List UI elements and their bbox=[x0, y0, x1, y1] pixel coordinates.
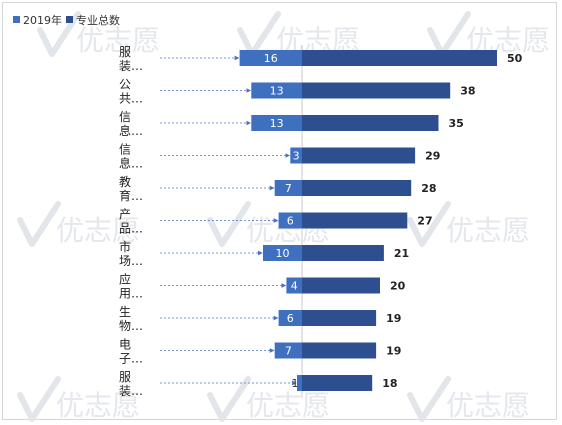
bar-total bbox=[302, 212, 408, 229]
category-label: 电子… bbox=[119, 338, 143, 366]
data-label-2019: 6 bbox=[287, 312, 294, 325]
legend-swatch-2019 bbox=[13, 16, 20, 23]
watermark-text: 优志愿 bbox=[246, 389, 330, 422]
data-label-2019: 3 bbox=[293, 150, 300, 163]
data-label-total: 27 bbox=[417, 215, 432, 228]
data-label-total: 21 bbox=[394, 247, 409, 260]
data-label-total: 18 bbox=[382, 377, 397, 390]
watermark-text: 优志愿 bbox=[446, 214, 530, 247]
category-label: 公共… bbox=[119, 78, 143, 106]
data-label-2019: 7 bbox=[285, 345, 292, 358]
chart-row: 信息… 13 35 bbox=[119, 110, 464, 138]
category-label: 信息… bbox=[119, 110, 143, 138]
data-label-total: 19 bbox=[386, 345, 401, 358]
data-label-2019: 1 bbox=[292, 377, 299, 390]
bar-total bbox=[302, 310, 377, 326]
bar-2019 bbox=[274, 342, 302, 359]
category-label: 服装… bbox=[119, 45, 143, 73]
category-label: 市场… bbox=[119, 239, 143, 268]
data-label-2019: 16 bbox=[264, 52, 278, 65]
data-label-total: 19 bbox=[386, 312, 401, 325]
data-label-total: 20 bbox=[390, 280, 406, 293]
category-label: 生物… bbox=[119, 305, 143, 333]
category-label: 服装… bbox=[119, 370, 143, 398]
watermark-text: 优志愿 bbox=[76, 24, 160, 57]
bar-total bbox=[302, 82, 451, 99]
bar-total bbox=[302, 115, 439, 131]
category-label: 产品… bbox=[119, 208, 143, 236]
data-label-2019: 7 bbox=[285, 182, 292, 195]
legend-label-total: 专业总数 bbox=[76, 13, 120, 27]
data-label-2019: 13 bbox=[270, 85, 284, 98]
legend: 2019年 专业总数 bbox=[13, 13, 120, 27]
watermark: 优志愿 bbox=[207, 376, 330, 422]
category-label: 教育… bbox=[119, 174, 143, 203]
chart-row: 市场… 10 21 bbox=[119, 239, 409, 268]
data-label-2019: 4 bbox=[291, 280, 298, 293]
watermark: 优志愿 bbox=[17, 376, 140, 422]
bar-2019 bbox=[278, 212, 302, 229]
legend-label-2019: 2019年 bbox=[23, 13, 62, 27]
data-label-total: 29 bbox=[425, 150, 440, 163]
bar-total bbox=[302, 342, 377, 359]
watermark: 优志愿 bbox=[17, 201, 140, 247]
bar-total bbox=[302, 277, 380, 294]
data-label-total: 28 bbox=[421, 182, 436, 195]
watermark: 优志愿 bbox=[407, 376, 530, 422]
bar-2019 bbox=[278, 310, 302, 326]
watermark-text: 优志愿 bbox=[56, 214, 140, 247]
legend-swatch-total bbox=[66, 16, 73, 23]
chart-row: 教育… 7 28 bbox=[119, 174, 437, 203]
chart-row: 公共… 13 38 bbox=[119, 78, 476, 106]
category-label: 信息… bbox=[119, 143, 143, 171]
watermark-text: 优志愿 bbox=[446, 389, 530, 422]
bar-2019 bbox=[297, 375, 302, 391]
chart-row: 生物… 6 19 bbox=[119, 305, 401, 333]
bar-total bbox=[302, 147, 416, 164]
bar-2019 bbox=[290, 147, 302, 164]
watermark: 优志愿 bbox=[407, 201, 530, 247]
data-label-2019: 10 bbox=[276, 247, 290, 260]
bar-2019 bbox=[251, 82, 302, 99]
chart-row: 服装… 1 18 bbox=[119, 370, 398, 398]
bar-total bbox=[302, 180, 412, 196]
bar-2019 bbox=[274, 180, 302, 196]
bar-total bbox=[302, 375, 373, 391]
data-label-2019: 13 bbox=[270, 117, 284, 130]
watermark: 优志愿 bbox=[37, 11, 160, 57]
bar-2019 bbox=[239, 50, 302, 66]
bar-2019 bbox=[286, 277, 302, 294]
chart-row: 应用… 4 20 bbox=[119, 272, 406, 301]
data-label-total: 35 bbox=[449, 117, 464, 130]
data-label-2019: 6 bbox=[287, 215, 294, 228]
bar-2019 bbox=[263, 245, 302, 261]
chart-row: 产品… 6 27 bbox=[119, 208, 433, 236]
chart-row: 电子… 7 19 bbox=[119, 338, 401, 366]
data-label-total: 50 bbox=[507, 52, 523, 65]
chart-row: 服装… 16 50 bbox=[119, 45, 523, 73]
category-label: 应用… bbox=[119, 272, 143, 301]
chart-row: 信息… 3 29 bbox=[119, 143, 440, 171]
watermark-text: 优志愿 bbox=[56, 389, 140, 422]
bar-total bbox=[302, 50, 497, 66]
data-label-total: 38 bbox=[460, 85, 475, 98]
bar-total bbox=[302, 245, 384, 261]
bar-2019 bbox=[251, 115, 302, 131]
